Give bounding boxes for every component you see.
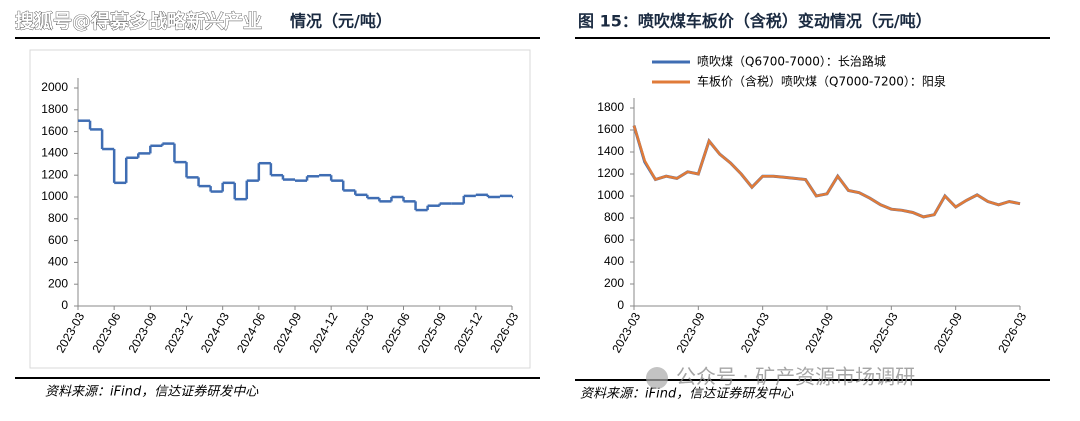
source: 资料来源：iFind，信达证券研发中心 xyxy=(580,387,794,402)
y-tick-label: 0 xyxy=(617,298,624,312)
x-tick-label: 2023-09 xyxy=(126,310,160,355)
y-tick-label: 0 xyxy=(61,298,68,312)
y-tick-label: 1600 xyxy=(41,124,68,138)
y-tick-label: 600 xyxy=(48,233,68,247)
x-tick-label: 2025-03 xyxy=(867,310,901,355)
chart-frame xyxy=(29,49,531,369)
y-tick-label: 1200 xyxy=(597,166,624,180)
x-tick-label: 2025-12 xyxy=(451,310,485,355)
x-tick-label: 2023-12 xyxy=(162,310,196,355)
x-tick-label: 2023-03 xyxy=(53,310,87,355)
y-tick-label: 1800 xyxy=(41,102,68,116)
source: 资料来源：iFind，信达证券研发中心 xyxy=(45,385,259,400)
x-tick-label: 2025-03 xyxy=(343,310,377,355)
x-tick-label: 2024-06 xyxy=(234,310,268,355)
y-tick-label: 800 xyxy=(604,210,624,224)
watermark: 公众号 · 矿产资源市场调研 xyxy=(676,365,915,389)
y-tick-label: 1000 xyxy=(41,189,68,203)
y-tick-label: 400 xyxy=(48,255,68,269)
x-tick-label: 2024-03 xyxy=(738,310,772,355)
x-tick-label: 2025-09 xyxy=(415,310,449,355)
y-tick-label: 200 xyxy=(48,276,68,290)
x-tick-label: 2026-03 xyxy=(487,310,521,355)
y-tick-label: 600 xyxy=(604,232,624,246)
chart-title: 情况（元/吨） xyxy=(290,12,392,31)
y-tick-label: 1200 xyxy=(41,167,68,181)
series-line xyxy=(632,125,1021,219)
y-tick-label: 1400 xyxy=(597,144,624,158)
legend-label: 车板价（含税）喷吹煤（Q7000-7200）：阳泉 xyxy=(697,74,946,89)
x-tick-label: 2025-06 xyxy=(379,310,413,355)
y-tick-label: 200 xyxy=(604,276,624,290)
x-tick-label: 2024-09 xyxy=(270,310,304,355)
x-tick-label: 2024-03 xyxy=(198,310,232,355)
legend-label: 喷吹煤（Q6700-7000）：长治路城 xyxy=(697,54,886,69)
x-tick-label: 2026-03 xyxy=(995,310,1029,355)
chart-title: 图 15：喷吹煤车板价（含税）变动情况（元/吨） xyxy=(578,12,932,31)
watermark: 搜狐号@得募多战略新兴产业 xyxy=(15,10,262,33)
x-tick-label: 2024-09 xyxy=(802,310,836,355)
x-tick-label: 2024-12 xyxy=(306,310,340,355)
y-tick-label: 1400 xyxy=(41,146,68,160)
y-tick-label: 400 xyxy=(604,254,624,268)
x-tick-label: 2023-06 xyxy=(89,310,123,355)
x-tick-label: 2023-09 xyxy=(674,310,708,355)
x-tick-label: 2023-03 xyxy=(609,310,643,355)
watermark-icon xyxy=(646,367,668,389)
y-tick-label: 800 xyxy=(48,211,68,225)
y-tick-label: 1000 xyxy=(597,188,624,202)
y-tick-label: 1800 xyxy=(597,100,624,114)
y-tick-label: 2000 xyxy=(41,80,68,94)
y-tick-label: 1600 xyxy=(597,122,624,136)
x-tick-label: 2025-09 xyxy=(931,310,965,355)
